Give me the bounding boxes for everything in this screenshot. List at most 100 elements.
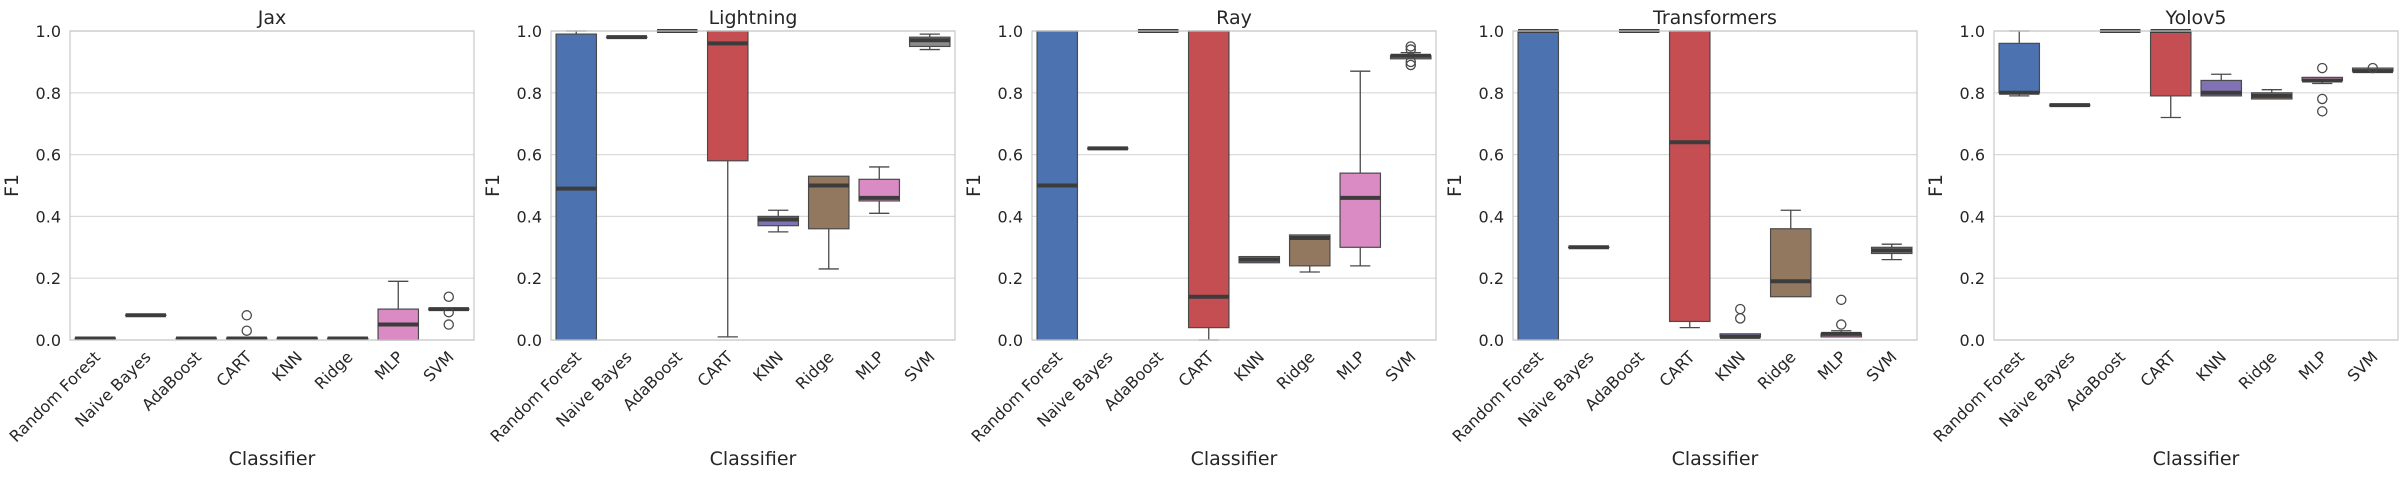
- box-svm: [1870, 243, 1913, 261]
- y-tick-label: 0.2: [517, 269, 542, 288]
- y-tick-label: 0.6: [517, 146, 542, 165]
- x-tick-label: CART: [2137, 347, 2180, 390]
- x-tick-label: MLP: [852, 347, 889, 384]
- x-tick-label: CART: [1175, 347, 1218, 390]
- panel-title: Ray: [1216, 7, 1252, 29]
- box-body: [1668, 30, 1711, 323]
- y-tick-label: 0.2: [1960, 269, 1985, 288]
- x-axis-label: Classifier: [1672, 448, 1759, 470]
- y-tick-label: 1.0: [998, 22, 1023, 41]
- outlier-point: [443, 319, 454, 330]
- box-random-forest: [1998, 30, 2041, 97]
- x-tick-label: MLP: [371, 347, 408, 384]
- box-random-forest: [1036, 30, 1079, 341]
- panel-title: Lightning: [709, 7, 798, 29]
- x-tick-label: SVM: [1862, 347, 1900, 385]
- x-axis-label: Classifier: [710, 448, 797, 470]
- x-tick-label: MLP: [1814, 347, 1851, 384]
- y-axis-label: F1: [963, 174, 985, 197]
- x-tick-label: Ridge: [792, 347, 838, 393]
- x-tick-label: SVM: [419, 347, 457, 385]
- outlier-point: [1405, 44, 1417, 55]
- x-tick-label: KNN: [2192, 347, 2230, 385]
- x-tick-label: KNN: [749, 347, 787, 385]
- outlier-point: [1405, 56, 1417, 68]
- y-tick-label: 0.6: [998, 146, 1023, 165]
- outlier-point: [2316, 106, 2328, 117]
- box-body: [1339, 172, 1382, 248]
- y-axis-label: F1: [1925, 174, 1947, 197]
- y-tick-label: 0.8: [1479, 84, 1504, 103]
- outlier-point: [1836, 294, 1847, 306]
- axes-frame: [550, 30, 956, 341]
- box-cart: [1187, 30, 1230, 341]
- panel-ray: 0.0 0.2 0.4 0.6 0.8 1.0 Ray F1 Classifier Random …: [963, 7, 1437, 470]
- box-mlp: [858, 166, 901, 214]
- outlier-point: [2367, 62, 2378, 74]
- y-tick-label: 0.8: [998, 84, 1023, 103]
- box-mlp: [1820, 294, 1863, 338]
- x-tick-label: Ridge: [1273, 347, 1319, 393]
- x-tick-label: MLP: [2295, 347, 2332, 384]
- box-knn: [1238, 255, 1281, 264]
- axes-frame: [1031, 30, 1437, 341]
- box-body: [1517, 30, 1560, 341]
- y-axis-label: F1: [1444, 174, 1466, 197]
- box-body: [1769, 228, 1812, 298]
- y-tick-label: 0.8: [1960, 84, 1985, 103]
- y-tick-label: 1.0: [1960, 22, 1985, 41]
- panel-title: Jax: [257, 7, 287, 29]
- x-tick-label: Ridge: [311, 347, 357, 393]
- box-body: [1187, 30, 1230, 329]
- box-ridge: [807, 175, 850, 270]
- outlier-point: [2316, 62, 2328, 74]
- box-cart: [706, 30, 749, 338]
- box-svm: [908, 33, 951, 51]
- x-tick-label: Ridge: [1754, 347, 1800, 393]
- x-tick-label: CART: [213, 347, 256, 390]
- x-axis-label: Classifier: [1191, 448, 1278, 470]
- box-body: [1288, 234, 1331, 267]
- y-tick-label: 0.0: [36, 331, 61, 350]
- outlier-point: [443, 306, 454, 318]
- y-tick-label: 0.4: [36, 207, 61, 226]
- x-tick-label: MLP: [1333, 347, 1370, 384]
- box-ridge: [1288, 234, 1331, 273]
- box-body: [2149, 30, 2192, 97]
- x-tick-label: KNN: [268, 347, 306, 385]
- y-axis-label: F1: [1, 174, 23, 197]
- x-tick-label: CART: [1656, 347, 1699, 390]
- box-cart: [1668, 30, 1711, 329]
- y-tick-label: 1.0: [36, 22, 61, 41]
- x-tick-label: Ridge: [2235, 347, 2281, 393]
- y-tick-label: 0.0: [517, 331, 542, 350]
- y-tick-label: 0.0: [998, 331, 1023, 350]
- box-knn: [1719, 303, 1762, 339]
- box-body: [1998, 42, 2041, 94]
- x-tick-label: Random Forest: [967, 347, 1066, 446]
- panel-jax: 0.0 0.2 0.4 0.6 0.8 1.0 Jax F1 Classifier Random …: [1, 7, 475, 470]
- y-tick-label: 0.0: [1479, 331, 1504, 350]
- outlier-point: [1405, 41, 1417, 52]
- x-tick-label: CART: [694, 347, 737, 390]
- outlier-point: [241, 310, 252, 321]
- box-body: [858, 178, 901, 202]
- box-ridge: [1769, 209, 1812, 298]
- y-tick-label: 0.0: [1960, 331, 1985, 350]
- box-mlp: [377, 280, 420, 341]
- outlier-point: [1836, 319, 1847, 330]
- outlier-point: [1405, 59, 1417, 71]
- box-knn: [2200, 73, 2243, 97]
- axes-frame: [1512, 30, 1918, 341]
- x-tick-label: KNN: [1230, 347, 1268, 385]
- x-axis-label: Classifier: [2153, 448, 2240, 470]
- panel-title: Yolov5: [2165, 7, 2227, 29]
- x-tick-label: Random Forest: [1929, 347, 2028, 446]
- x-tick-label: SVM: [1381, 347, 1419, 385]
- y-tick-label: 0.4: [1960, 207, 1985, 226]
- axes-frame: [69, 30, 475, 341]
- y-tick-label: 0.8: [517, 84, 542, 103]
- box-random-forest: [1517, 29, 1560, 341]
- y-tick-label: 1.0: [1479, 22, 1504, 41]
